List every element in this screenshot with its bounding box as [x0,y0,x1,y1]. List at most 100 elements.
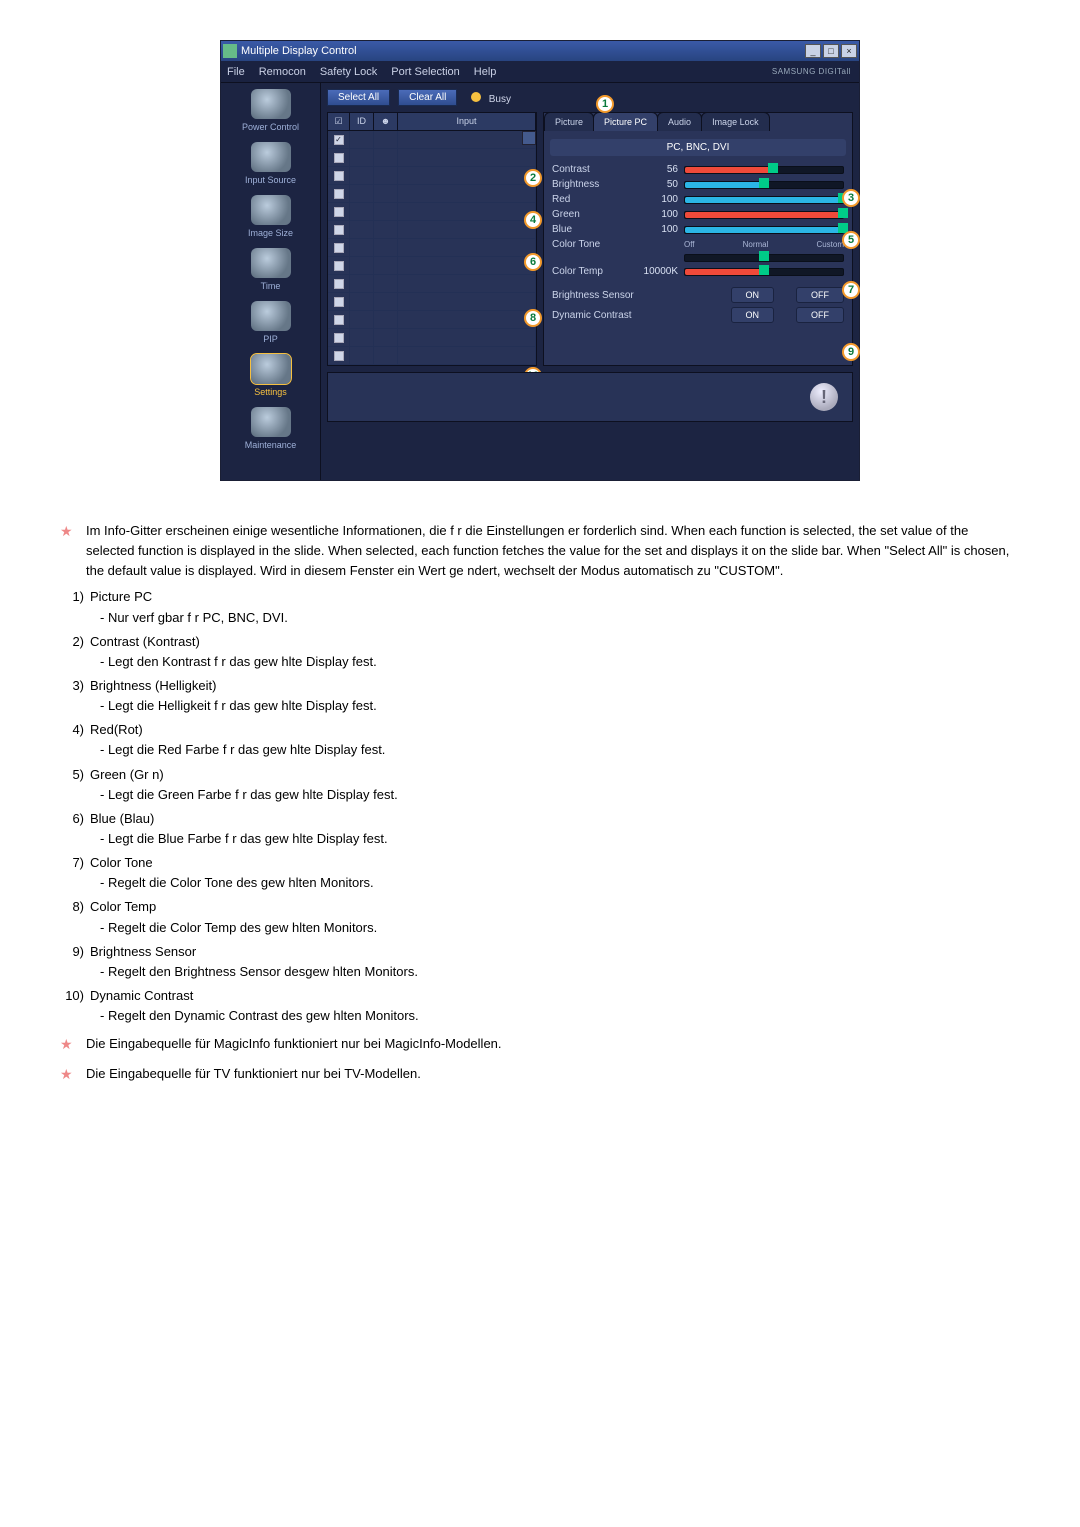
item-title: Blue (Blau) [90,809,1020,829]
sidebar-item-label: Settings [221,387,320,397]
list-row[interactable] [328,167,536,185]
row-checkbox[interactable] [334,189,344,199]
clear-all-button[interactable]: Clear All [398,89,457,106]
sidebar-item-maintenance[interactable]: Maintenance [221,407,320,450]
sidebar-item-power-control[interactable]: Power Control [221,89,320,132]
color-tone-slider-row[interactable] [544,252,852,264]
list-row[interactable] [328,257,536,275]
slider-value: 100 [642,209,678,220]
item-number: 7) [60,853,84,893]
sidebar-item-image-size[interactable]: Image Size [221,195,320,238]
maximize-button[interactable]: □ [823,44,839,58]
item-subtext: - Legt die Green Farbe f r das gew hlte … [100,785,1020,805]
menubar: File Remocon Safety Lock Port Selection … [221,61,859,83]
item-title: Color Temp [90,897,1020,917]
list-row[interactable] [328,185,536,203]
list-item: 1)Picture PC- Nur verf gbar f r PC, BNC,… [60,587,1020,627]
callout-7: 7 [842,281,860,299]
color-tone-row: Color Tone Off Normal Custom [544,237,852,252]
col-check[interactable]: ☑ [328,113,350,130]
list-row[interactable] [328,239,536,257]
row-checkbox[interactable] [334,207,344,217]
col-input: Input [398,113,536,130]
menu-file[interactable]: File [227,66,245,78]
list-item: 2)Contrast (Kontrast)- Legt den Kontrast… [60,632,1020,672]
settings-panel: PicturePicture PCAudioImage Lock PC, BNC… [543,112,853,366]
sidebar-icon [251,407,291,437]
list-row[interactable] [328,311,536,329]
menu-help[interactable]: Help [474,66,497,78]
row-checkbox[interactable] [334,279,344,289]
sidebar-icon [251,89,291,119]
slider-blue[interactable] [684,226,844,234]
list-row[interactable] [328,131,536,149]
sidebar-item-settings[interactable]: Settings [221,354,320,397]
item-number: 5) [60,765,84,805]
select-all-button[interactable]: Select All [327,89,390,106]
row-checkbox[interactable] [334,297,344,307]
color-temp-label: Color Temp [552,266,636,277]
list-row[interactable] [328,293,536,311]
list-row[interactable] [328,347,536,365]
row-checkbox[interactable] [334,135,344,145]
row-checkbox[interactable] [334,351,344,361]
lower-panel: ! [327,372,853,422]
sidebar-item-label: Image Size [221,228,320,238]
list-row[interactable] [328,275,536,293]
intro-text: Im Info-Gitter erscheinen einige wesentl… [86,521,1020,581]
scroll-up-button[interactable] [522,131,536,145]
row-checkbox[interactable] [334,315,344,325]
slider-label: Blue [552,224,636,235]
slider-label: Contrast [552,164,636,175]
color-tone-slider[interactable] [684,254,844,262]
row-checkbox[interactable] [334,261,344,271]
busy-dot-icon [471,92,481,102]
col-status: ☻ [374,113,398,130]
sidebar-item-pip[interactable]: PIP [221,301,320,344]
list-item: 7)Color Tone- Regelt die Color Tone des … [60,853,1020,893]
item-subtext: - Regelt die Color Tone des gew hlten Mo… [100,873,1020,893]
brightness-sensor-off[interactable]: OFF [796,287,844,303]
slider-brightness[interactable] [684,181,844,189]
slider-label: Green [552,209,636,220]
numbered-list: 1)Picture PC- Nur verf gbar f r PC, BNC,… [60,587,1020,1026]
tab-picture-pc[interactable]: Picture PC [593,112,658,131]
item-number: 4) [60,720,84,760]
close-button[interactable]: × [841,44,857,58]
slider-red[interactable] [684,196,844,204]
menu-safetylock[interactable]: Safety Lock [320,66,377,78]
row-checkbox[interactable] [334,153,344,163]
slider-contrast[interactable] [684,166,844,174]
dynamic-contrast-off[interactable]: OFF [796,307,844,323]
footnote-1: ★ Die Eingabequelle für MagicInfo funkti… [60,1034,1020,1056]
top-toolbar: Select All Clear All Busy [327,89,853,106]
list-row[interactable] [328,329,536,347]
sidebar-item-time[interactable]: Time [221,248,320,291]
callout-5: 5 [842,231,860,249]
tab-picture[interactable]: Picture [544,112,594,131]
row-checkbox[interactable] [334,225,344,235]
slider-green[interactable] [684,211,844,219]
sidebar-icon [251,142,291,172]
color-temp-row: Color Temp 10000K [544,264,852,279]
row-checkbox[interactable] [334,243,344,253]
menu-portselection[interactable]: Port Selection [391,66,459,78]
list-row[interactable] [328,203,536,221]
slider-row-contrast: Contrast56 [544,162,852,177]
list-row[interactable] [328,149,536,167]
item-title: Dynamic Contrast [90,986,1020,1006]
menu-remocon[interactable]: Remocon [259,66,306,78]
dynamic-contrast-on[interactable]: ON [731,307,775,323]
tab-audio[interactable]: Audio [657,112,702,131]
color-temp-slider[interactable] [684,268,844,276]
row-checkbox[interactable] [334,333,344,343]
settings-tabs: PicturePicture PCAudioImage Lock [544,112,852,131]
row-checkbox[interactable] [334,171,344,181]
sidebar-item-input-source[interactable]: Input Source [221,142,320,185]
color-temp-value: 10000K [642,266,678,277]
tab-image-lock[interactable]: Image Lock [701,112,770,131]
brightness-sensor-on[interactable]: ON [731,287,775,303]
list-row[interactable] [328,221,536,239]
app-body: Power Control Input Source Image Size Time P… [221,83,859,480]
minimize-button[interactable]: _ [805,44,821,58]
